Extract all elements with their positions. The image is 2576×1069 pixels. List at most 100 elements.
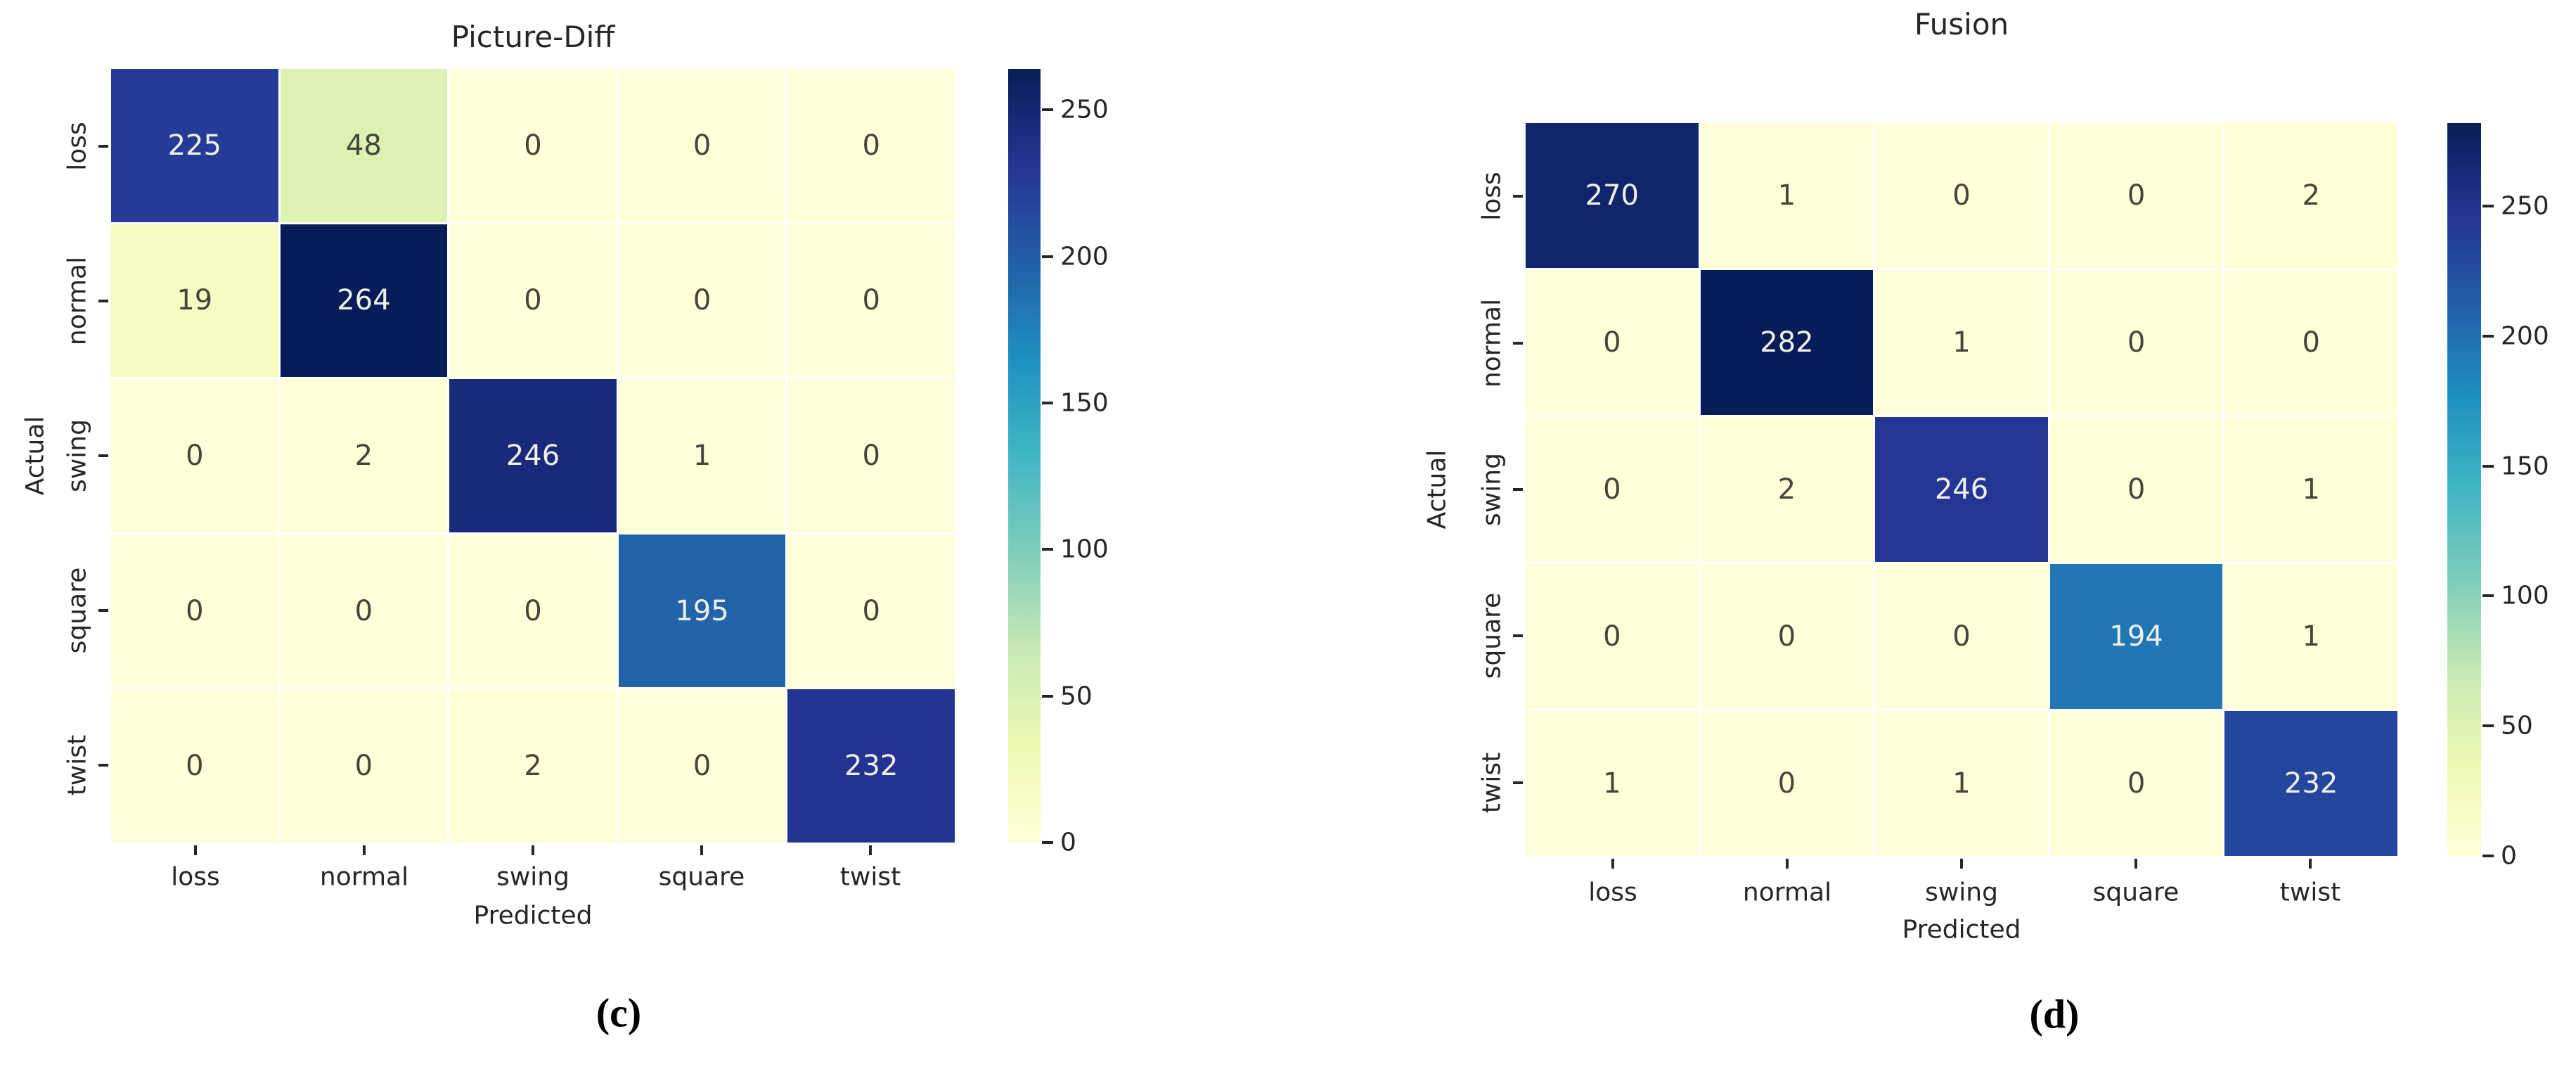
colorbar-tick-mark	[1042, 548, 1053, 551]
panel-picture-diff: Picture-Diff Actual 225 48 0 0 0 19 264 0 0 0 0 2 24…	[20, 20, 1109, 1036]
colorbar-tick-label: 150	[1060, 388, 1109, 418]
heatmap-cell: 0	[449, 534, 617, 688]
heatmap-cell: 0	[2049, 123, 2223, 268]
colorbar-tick-label: 50	[2501, 711, 2533, 741]
colorbar-tick-mark	[2482, 724, 2494, 728]
heatmap-cell: 0	[2049, 270, 2223, 415]
heatmap-cell: 1	[2224, 417, 2397, 562]
heatmap-cell: 270	[1526, 123, 1699, 268]
heatmap-cell: 0	[2224, 270, 2397, 415]
x-tick-label: loss	[1588, 878, 1637, 907]
colorbar-tick-mark	[2482, 854, 2494, 857]
colorbar-tick-label: 200	[1060, 242, 1109, 271]
colorbar-tick-mark	[2482, 334, 2494, 338]
colorbar-tick-label: 250	[2501, 191, 2549, 221]
colorbar-tick-mark	[1042, 108, 1053, 112]
colorbar-tick-label: 0	[1060, 828, 1076, 857]
heatmap-cell: 0	[449, 224, 617, 378]
heatmap-cell: 264	[280, 224, 448, 378]
heatmap-cell: 194	[2049, 564, 2223, 709]
x-tick-label: normal	[1742, 878, 1832, 907]
heatmap-cell: 0	[787, 69, 955, 222]
colorbar-tick-label: 200	[2501, 321, 2549, 351]
y-tick-mark	[98, 764, 108, 767]
x-tick-label: swing	[496, 862, 569, 892]
y-tick-mark	[1513, 341, 1523, 345]
x-tick-label: twist	[839, 862, 901, 892]
heatmap-cell: 0	[787, 379, 955, 532]
colorbar	[1008, 69, 1041, 843]
heatmap-cell: 0	[111, 689, 278, 843]
y-tick-mark	[98, 454, 108, 457]
y-tick-label: swing	[63, 419, 92, 492]
colorbar-tick-label: 0	[2501, 841, 2517, 871]
panel-fusion: Fusion Actual 270 1 0 0 2 0 282 1 0 0 0 2 246 0 1 0 0 0 19…	[1288, 0, 2576, 1069]
confusion-matrix-heatmap: 270 1 0 0 2 0 282 1 0 0 0 2 246 0 1 0 0 0 194 1 1 0 1 0 232	[1526, 123, 2397, 856]
heatmap-cell: 0	[2049, 417, 2223, 562]
y-tick-mark	[98, 300, 108, 302]
colorbar-tick-label: 100	[1060, 534, 1109, 564]
y-tick-mark	[1513, 634, 1523, 638]
x-tick-label: twist	[2279, 878, 2341, 907]
y-tick-label: loss	[63, 122, 92, 171]
y-tick-label: loss	[1477, 172, 1507, 221]
colorbar-tick-label: 50	[1060, 681, 1093, 711]
heatmap-cell: 1	[618, 379, 786, 532]
panel-title: Fusion	[1914, 7, 2009, 41]
y-tick-label: twist	[1477, 752, 1507, 814]
heatmap-cell: 0	[2049, 711, 2223, 856]
x-tick-mark	[194, 845, 197, 855]
heatmap-cell: 0	[449, 69, 617, 222]
heatmap-cell: 19	[111, 224, 278, 378]
heatmap-cell: 0	[280, 689, 448, 843]
x-tick-mark	[532, 845, 534, 855]
colorbar-tick-label: 100	[2501, 581, 2549, 610]
x-tick-label: normal	[319, 862, 409, 892]
heatmap-cell: 1	[1875, 270, 2048, 415]
y-tick-mark	[98, 609, 108, 612]
heatmap-cell: 0	[280, 534, 448, 688]
y-tick-label: twist	[63, 734, 92, 796]
heatmap-cell: 0	[111, 534, 278, 688]
x-tick-mark	[869, 845, 872, 855]
colorbar	[2447, 123, 2481, 856]
heatmap-cell: 0	[618, 689, 786, 843]
panel-title: Picture-Diff	[451, 20, 615, 54]
subfigure-caption: (c)	[595, 990, 642, 1036]
x-tick-label: swing	[1925, 878, 1998, 907]
y-tick-mark	[1513, 195, 1523, 198]
y-tick-label: swing	[1477, 453, 1507, 526]
heatmap-cell: 0	[618, 69, 786, 222]
heatmap-cell: 1	[1526, 711, 1699, 856]
y-tick-mark	[1513, 781, 1523, 784]
heatmap-cell: 2	[2224, 123, 2397, 268]
heatmap-cell: 246	[449, 379, 617, 532]
colorbar-tick-label: 150	[2501, 452, 2549, 481]
heatmap-cell: 232	[2224, 711, 2397, 856]
heatmap-cell: 0	[111, 379, 278, 532]
heatmap-cell: 195	[618, 534, 786, 688]
heatmap-cell: 0	[787, 224, 955, 378]
subfigure-caption: (d)	[2029, 991, 2080, 1037]
x-tick-label: loss	[171, 862, 220, 892]
y-tick-label: square	[63, 567, 92, 654]
heatmap-cell: 232	[787, 689, 955, 843]
y-tick-label: square	[1477, 593, 1507, 679]
colorbar-tick-mark	[2482, 594, 2494, 598]
colorbar-tick-label: 250	[1060, 95, 1109, 124]
heatmap-cell: 1	[2224, 564, 2397, 709]
x-axis-label: Predicted	[1902, 915, 2021, 945]
heatmap-cell: 48	[280, 69, 448, 222]
colorbar-tick-mark	[1042, 841, 1053, 844]
heatmap-cell: 225	[111, 69, 278, 222]
heatmap-cell: 0	[1875, 123, 2048, 268]
y-axis-label: Actual	[20, 416, 50, 496]
colorbar-tick-mark	[2482, 205, 2494, 208]
x-tick-label: square	[658, 862, 745, 892]
heatmap-cell: 0	[1526, 270, 1699, 415]
heatmap-cell: 2	[280, 379, 448, 532]
heatmap-cell: 2	[449, 689, 617, 843]
heatmap-cell: 0	[618, 224, 786, 378]
x-tick-mark	[2309, 859, 2312, 869]
